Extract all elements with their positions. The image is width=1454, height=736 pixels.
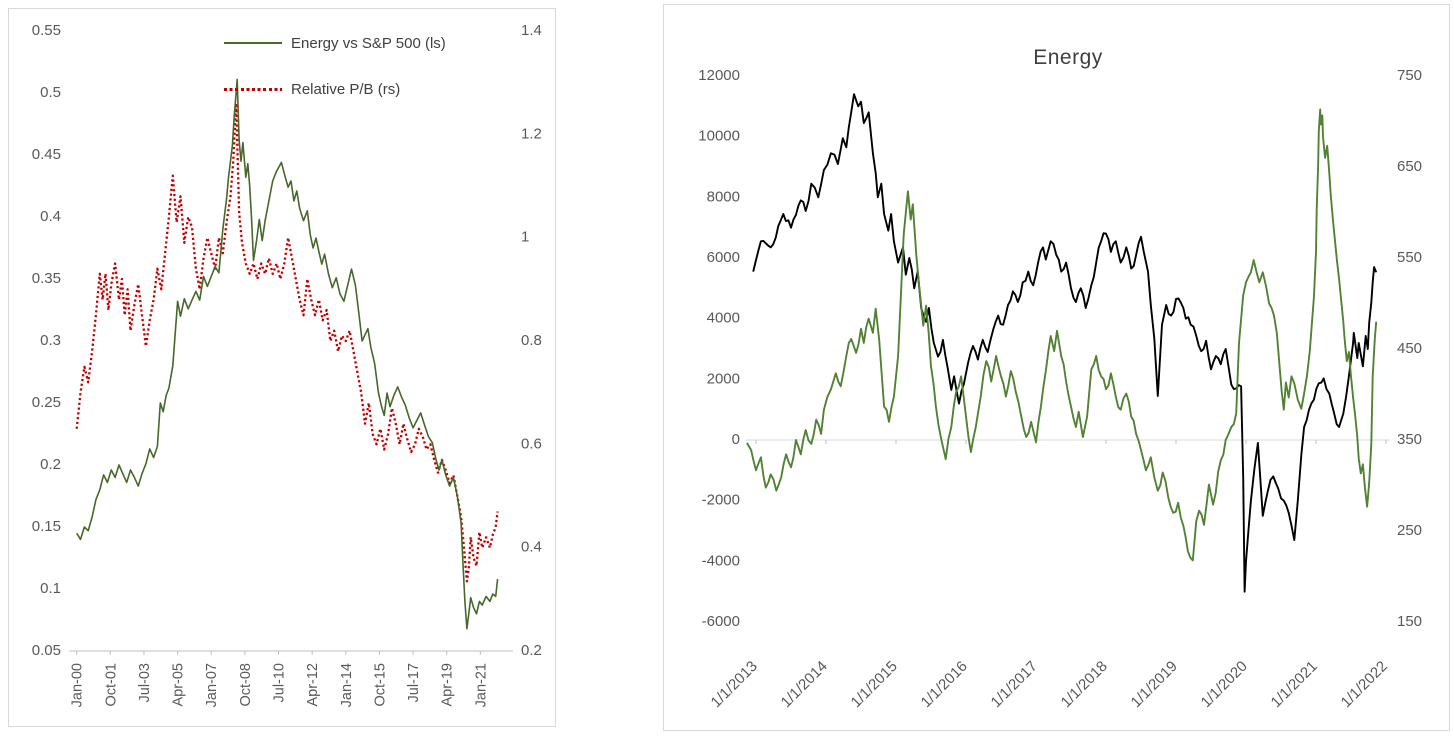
x-axis-tick-label: 1/1/2018 [1058,658,1111,711]
energy-plot: 12000 10000 8000 6000 4000 2000 0 -2000 -4000 -60… [698,67,1422,711]
x-axis-tick-label: 1/1/2013 [708,658,761,711]
x-axis-tick-label: Oct-01 [103,663,119,707]
left-y-axis-tick-label: 0.15 [32,518,61,535]
relative-pb-chart-card: 0.55 0.5 0.45 0.4 0.35 0.3 0.25 0.2 0.15 0.1 0.05 1… [8,8,556,727]
x-axis-tick-label: Jan-00 [70,663,86,707]
series-line-energy-vs-s-p-500-ls- [76,78,499,630]
left-y-axis-tick-label: 0.45 [32,146,61,163]
x-axis-tick-label: 1/1/2021 [1268,658,1321,711]
right-y-axis-tick-label: 0.6 [521,435,542,452]
right-y-axis-tick-label: 450 [1397,340,1422,357]
right-y-axis-tick-label: 1.2 [521,125,542,142]
x-axis-tick-label: 1/1/2016 [918,658,971,711]
right-y-axis-tick-label: 550 [1397,249,1422,266]
x-axis-tick-label: Apr-05 [171,663,187,707]
left-y-axis-tick-label: 0.05 [32,642,61,659]
left-y-axis-tick-label: 0.3 [40,332,61,349]
x-axis-tick-label: 1/1/2017 [988,658,1041,711]
series-line-relative-p-b-rs- [75,102,499,583]
left-y-axis-tick-label: 10000 [698,128,740,145]
x-axis-tick-label: Oct-08 [238,663,254,707]
left-y-axis-tick-label: -2000 [702,492,740,509]
right-y-axis-tick-label: 350 [1397,431,1422,448]
legend-item-relative-pb[interactable]: Relative P/B (rs) [224,79,446,99]
left-y-axis-tick-label: 0.1 [40,580,61,597]
legend-label-energy-vs-sp500: Energy vs S&P 500 (ls) [291,34,446,52]
left-y-axis-tick-label: 4000 [707,310,740,327]
right-y-axis-tick-label: 0.8 [521,332,542,349]
right-y-axis-tick-label: 650 [1397,158,1422,175]
chart-title: Energy [1033,46,1103,70]
left-y-axis-tick-label: 2000 [707,370,740,387]
x-axis-tick-label: 1/1/2014 [778,658,831,711]
x-axis-tick-label: 1/1/2019 [1128,658,1181,711]
x-axis-tick-label: Jan-21 [473,663,489,707]
right-y-axis-tick-label: 750 [1397,67,1422,84]
left-y-axis-tick-label: 0.55 [32,22,61,39]
legend-item-energy-vs-sp500[interactable]: Energy vs S&P 500 (ls) [224,33,446,53]
legend: Energy vs S&P 500 (ls) Relative P/B (rs) [224,33,446,125]
x-axis-tick-label: Jan-14 [339,663,355,707]
x-axis-tick-label: Apr-12 [305,663,321,707]
right-y-axis-tick-label: 1 [521,229,529,246]
x-axis-tick-label: Jul-10 [272,663,288,703]
left-y-axis-tick-label: 0 [732,431,740,448]
left-y-axis-tick-label: 12000 [698,67,740,84]
x-axis-tick-label: 1/1/2022 [1338,658,1391,711]
left-y-axis-tick-label: 6000 [707,249,740,266]
legend-dotted-swatch [224,87,282,91]
x-axis-tick-label: 1/1/2020 [1198,658,1251,711]
left-y-axis-tick-label: 0.25 [32,394,61,411]
left-y-axis-tick-label: 0.4 [40,208,61,225]
legend-line-swatch [224,42,282,44]
x-axis-tick-label: Jul-17 [406,663,422,703]
energy-chart-card: 12000 10000 8000 6000 4000 2000 0 -2000 -4000 -60… [663,4,1450,731]
right-y-axis-tick-label: 250 [1397,522,1422,539]
x-axis-tick-label: Apr-19 [440,663,456,707]
x-axis-tick-label: Jan-07 [204,663,220,707]
legend-label-relative-pb: Relative P/B (rs) [291,80,401,98]
left-y-axis-tick-label: 0.35 [32,270,61,287]
x-axis-tick-label: 1/1/2015 [848,658,901,711]
left-y-axis-tick-label: 0.5 [40,84,61,101]
left-y-axis-tick-label: -4000 [702,552,740,569]
left-y-axis-tick-label: -6000 [702,613,740,630]
right-y-axis-tick-label: 1.4 [521,22,542,39]
right-y-axis-tick-label: 0.2 [521,642,542,659]
relative-pb-plot: 0.55 0.5 0.45 0.4 0.35 0.3 0.25 0.2 0.15 0.1 0.05 1… [32,22,542,707]
left-y-axis-tick-label: 8000 [707,188,740,205]
left-y-axis-tick-label: 0.2 [40,456,61,473]
right-y-axis-tick-label: 0.4 [521,539,542,556]
series-line-green-series [746,108,1378,562]
series-line-black-series [752,93,1378,593]
right-y-axis-tick-label: 150 [1397,613,1422,630]
x-axis-tick-label: Oct-15 [372,663,388,707]
x-axis-tick-label: Jul-03 [137,663,153,703]
